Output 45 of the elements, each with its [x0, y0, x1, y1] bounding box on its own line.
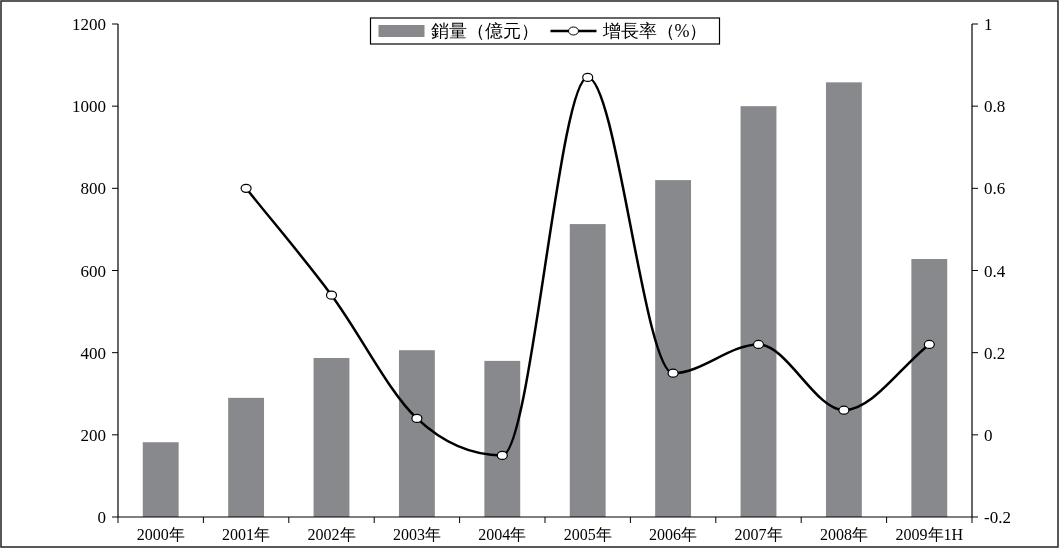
y2-tick-label: 0.2: [984, 343, 1006, 363]
y-tick-label: 600: [80, 261, 106, 281]
y2-tick-label: 0.6: [984, 179, 1006, 199]
point: [411, 413, 423, 423]
bar: [655, 180, 692, 517]
bar: [313, 358, 350, 517]
bar: [911, 259, 948, 517]
y-tick-label: 1000: [72, 97, 106, 117]
legend-label: 銷量（億元）: [430, 21, 539, 41]
y2-tick-label: 0.4: [984, 261, 1006, 281]
point: [752, 339, 765, 350]
x-tick-label: 2000年: [136, 526, 185, 543]
point: [667, 368, 679, 378]
x-tick-label: 2005年: [563, 526, 612, 543]
bar: [825, 82, 862, 517]
y2-tick-label: -0.2: [984, 508, 1011, 527]
legend-label: 增長率（%）: [601, 21, 708, 41]
point: [496, 450, 508, 460]
y-tick-label: 200: [80, 425, 106, 445]
bar: [142, 442, 179, 517]
point: [923, 339, 935, 350]
point: [325, 290, 338, 300]
x-tick-label: 2008年: [819, 526, 868, 543]
y-tick-label: 0: [97, 508, 106, 527]
y2-tick-label: 0.8: [984, 97, 1006, 117]
x-tick-label: 2006年: [649, 526, 698, 543]
y-tick-label: 1200: [72, 15, 106, 34]
y2-tick-label: 1: [984, 15, 993, 34]
x-tick-label: 2001年: [222, 526, 271, 543]
bar: [228, 397, 265, 517]
y2-tick-label: 0: [984, 425, 993, 445]
point: [838, 405, 850, 415]
x-tick-label: 2004年: [478, 526, 527, 543]
x-tick-label: 2009年1H: [895, 526, 964, 543]
bar: [484, 360, 521, 517]
bar: [740, 106, 777, 517]
point: [582, 72, 594, 83]
x-tick-label: 2003年: [392, 526, 441, 543]
point: [240, 183, 252, 193]
bar: [398, 350, 435, 517]
x-tick-label: 2007年: [734, 526, 783, 543]
y-tick-label: 400: [80, 343, 106, 363]
y-tick-label: 800: [80, 179, 106, 199]
bar: [569, 224, 606, 517]
x-tick-label: 2002年: [307, 526, 356, 543]
